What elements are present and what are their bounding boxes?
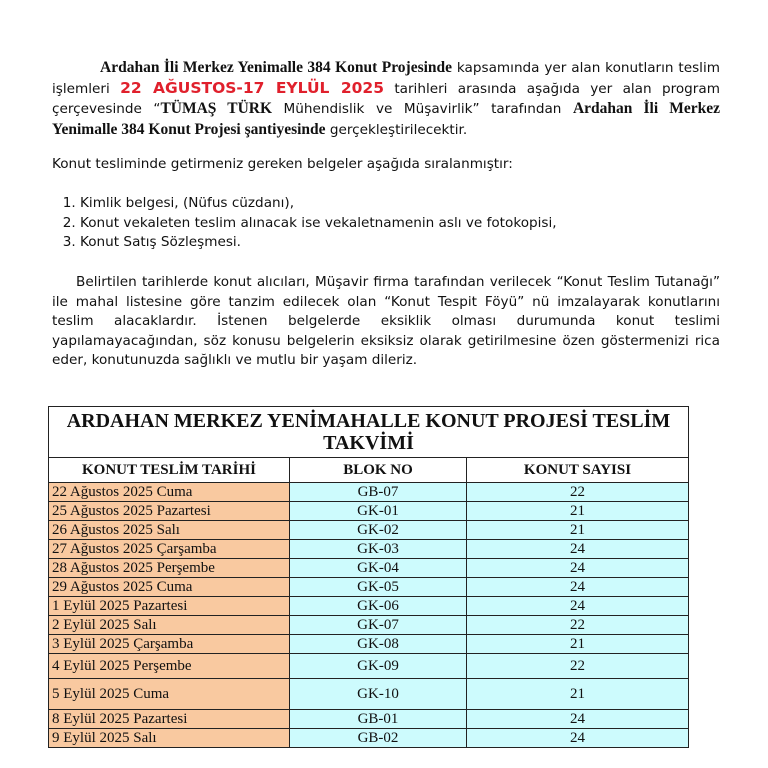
cell-count: 22 — [466, 482, 689, 502]
cell-count: 24 — [466, 728, 689, 748]
cell-count: 21 — [466, 520, 689, 540]
table-row: 9 Eylül 2025 Salı GB-02 24 — [48, 728, 689, 748]
table-row: 4 Eylül 2025 Perşembe GK-09 22 — [48, 653, 689, 679]
cell-block: GB-01 — [289, 709, 467, 729]
cell-block: GK-05 — [289, 577, 467, 597]
cell-count: 21 — [466, 678, 689, 710]
cell-count: 24 — [466, 539, 689, 559]
cell-block: GK-09 — [289, 653, 467, 679]
table-row: 1 Eylül 2025 Pazartesi GK-06 24 — [48, 596, 689, 616]
cell-block: GK-04 — [289, 558, 467, 578]
cell-block: GB-07 — [289, 482, 467, 502]
header-count: KONUT SAYISI — [466, 457, 689, 483]
cell-count: 22 — [466, 653, 689, 679]
table-row: 27 Ağustos 2025 Çarşamba GK-03 24 — [48, 539, 689, 559]
closing-paragraph: Belirtilen tarihlerde konut alıcıları, M… — [52, 274, 720, 368]
cell-date: 9 Eylül 2025 Salı — [48, 728, 290, 748]
cell-date: 28 Ağustos 2025 Perşembe — [48, 558, 290, 578]
cell-block: GK-10 — [289, 678, 467, 710]
cell-block: GK-06 — [289, 596, 467, 616]
table-row: 28 Ağustos 2025 Perşembe GK-04 24 — [48, 558, 689, 578]
cell-date: 26 Ağustos 2025 Salı — [48, 520, 290, 540]
header-date: KONUT TESLİM TARİHİ — [48, 457, 290, 483]
cell-date: 25 Ağustos 2025 Pazartesi — [48, 501, 290, 521]
cell-date: 29 Ağustos 2025 Cuma — [48, 577, 290, 597]
table-row: 5 Eylül 2025 Cuma GK-10 21 — [48, 678, 689, 710]
table-row: 2 Eylül 2025 Salı GK-07 22 — [48, 615, 689, 635]
table-row: 25 Ağustos 2025 Pazartesi GK-01 21 — [48, 501, 689, 521]
cell-date: 2 Eylül 2025 Salı — [48, 615, 290, 635]
table-row: 8 Eylül 2025 Pazartesi GB-01 24 — [48, 709, 689, 729]
cell-date: 4 Eylül 2025 Perşembe — [48, 653, 290, 679]
cell-block: GK-03 — [289, 539, 467, 559]
intro-paragraph: Ardahan İli Merkez Yenimalle 384 Konut P… — [52, 59, 720, 138]
cell-count: 22 — [466, 615, 689, 635]
cell-count: 21 — [466, 501, 689, 521]
doc-item: Kimlik belgesi, (Nüfus cüzdanı), — [80, 194, 720, 214]
cell-block: GK-02 — [289, 520, 467, 540]
cell-date: 5 Eylül 2025 Cuma — [48, 678, 290, 710]
cell-count: 21 — [466, 634, 689, 654]
cell-block: GB-02 — [289, 728, 467, 748]
table-row: 3 Eylül 2025 Çarşamba GK-08 21 — [48, 634, 689, 654]
cell-count: 24 — [466, 558, 689, 578]
cell-block: GK-07 — [289, 615, 467, 635]
table-row: 26 Ağustos 2025 Salı GK-02 21 — [48, 520, 689, 540]
cell-date: 27 Ağustos 2025 Çarşamba — [48, 539, 290, 559]
doc-item: Konut vekaleten teslim alınacak ise veka… — [80, 214, 720, 234]
cell-date: 1 Eylül 2025 Pazartesi — [48, 596, 290, 616]
table-title: ARDAHAN MERKEZ YENİMAHALLE KONUT PROJESİ… — [48, 406, 689, 458]
cell-date: 3 Eylül 2025 Çarşamba — [48, 634, 290, 654]
cell-count: 24 — [466, 596, 689, 616]
cell-date: 22 Ağustos 2025 Cuma — [48, 482, 290, 502]
cell-count: 24 — [466, 709, 689, 729]
delivery-schedule-table: ARDAHAN MERKEZ YENİMAHALLE KONUT PROJESİ… — [48, 406, 689, 748]
header-block: BLOK NO — [289, 457, 467, 483]
doc-item: Konut Satış Sözleşmesi. — [80, 233, 720, 253]
docs-heading: Konut tesliminde getirmeniz gereken belg… — [52, 156, 513, 172]
table-row: 29 Ağustos 2025 Cuma GK-05 24 — [48, 577, 689, 597]
cell-date: 8 Eylül 2025 Pazartesi — [48, 709, 290, 729]
cell-count: 24 — [466, 577, 689, 597]
docs-list: Kimlik belgesi, (Nüfus cüzdanı),Konut ve… — [52, 194, 720, 253]
table-row: 22 Ağustos 2025 Cuma GB-07 22 — [48, 482, 689, 502]
cell-block: GK-01 — [289, 501, 467, 521]
cell-block: GK-08 — [289, 634, 467, 654]
